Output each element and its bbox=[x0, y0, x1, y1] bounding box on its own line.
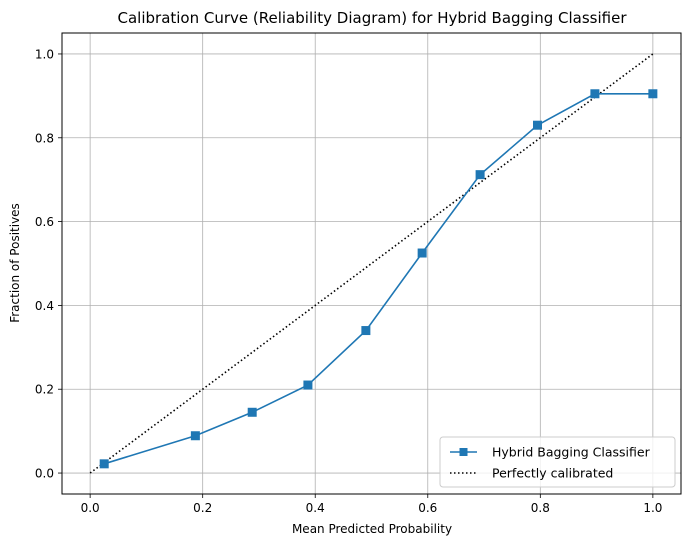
perfectly-calibrated-line bbox=[89, 53, 654, 474]
hybrid-bagging-point bbox=[247, 407, 257, 417]
x-axis-label: Mean Predicted Probability bbox=[292, 522, 452, 536]
x-tick-label: 0.2 bbox=[193, 501, 212, 515]
y-tick-label: 1.0 bbox=[35, 47, 54, 61]
y-tick-label: 0.2 bbox=[35, 383, 54, 397]
hybrid-bagging-point bbox=[648, 89, 658, 99]
hybrid-bagging-point bbox=[303, 380, 313, 390]
y-axis-label: Fraction of Positives bbox=[8, 203, 22, 323]
y-tick-label: 0.4 bbox=[35, 299, 54, 313]
legend-box bbox=[439, 436, 676, 488]
y-tick-label: 0.0 bbox=[35, 467, 54, 481]
axis-ticks: 0.0 0.2 0.4 0.6 0.8 1.0 0.0 0.2 0.4 0.6 0.8 1.0 bbox=[35, 47, 663, 515]
y-tick-label: 0.6 bbox=[35, 215, 54, 229]
hybrid-bagging-line bbox=[103, 92, 653, 465]
hybrid-bagging-point bbox=[475, 170, 485, 180]
series-layer bbox=[89, 53, 658, 474]
x-tick-label: 0.0 bbox=[81, 501, 100, 515]
legend-label-perfect: Perfectly calibrated bbox=[492, 466, 613, 481]
grid-lines bbox=[62, 33, 681, 494]
hybrid-bagging-point bbox=[533, 120, 543, 130]
x-tick-label: 0.6 bbox=[418, 501, 437, 515]
hybrid-bagging-point bbox=[361, 326, 371, 336]
hybrid-bagging-point bbox=[99, 459, 109, 469]
hybrid-bagging-point bbox=[417, 248, 427, 258]
legend-label-hybrid: Hybrid Bagging Classifier bbox=[492, 445, 651, 460]
plot-frame bbox=[61, 32, 682, 495]
x-tick-label: 0.8 bbox=[531, 501, 550, 515]
x-tick-label: 0.4 bbox=[306, 501, 325, 515]
chart-title: Calibration Curve (Reliability Diagram) … bbox=[118, 9, 628, 27]
x-tick-label: 1.0 bbox=[643, 501, 662, 515]
y-tick-label: 0.8 bbox=[35, 131, 54, 145]
legend: Hybrid Bagging Classifier Perfectly cali… bbox=[439, 436, 676, 488]
legend-swatch-hybrid-marker bbox=[459, 448, 468, 456]
hybrid-bagging-point bbox=[190, 431, 200, 441]
hybrid-bagging-point bbox=[590, 89, 600, 99]
